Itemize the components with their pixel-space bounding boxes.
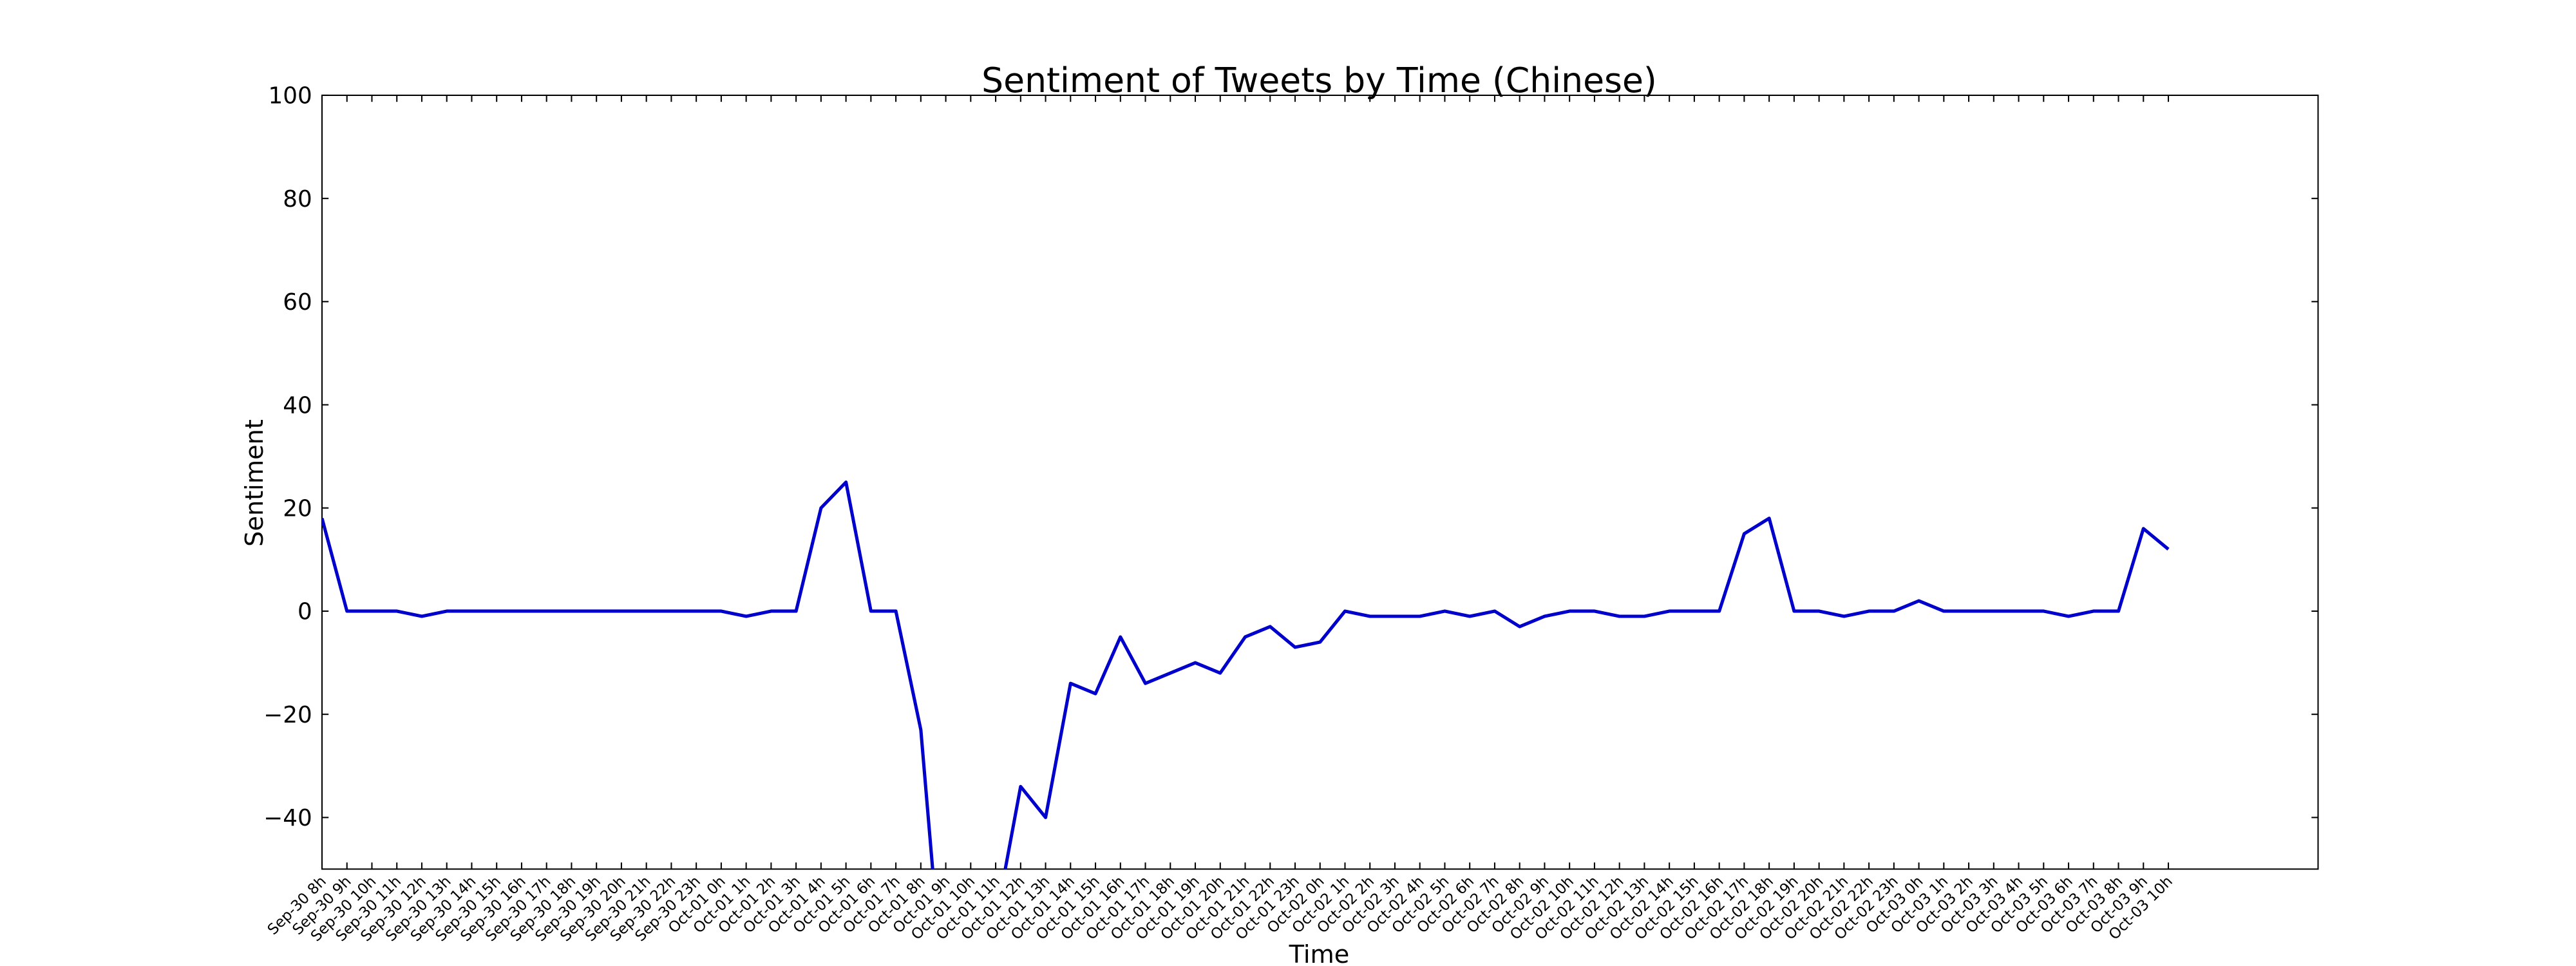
y-axis-label: Sentiment — [240, 419, 269, 547]
y-tick-label: 80 — [283, 186, 312, 213]
y-tick-label: 100 — [269, 83, 312, 109]
chart-title: Sentiment of Tweets by Time (Chinese) — [981, 60, 1657, 100]
x-axis-label: Time — [1289, 940, 1350, 966]
y-tick-label: −20 — [263, 702, 312, 728]
data-line — [322, 480, 2170, 869]
y-tick-label: −40 — [263, 805, 312, 831]
plot-area — [321, 94, 2319, 870]
y-tick-label: 0 — [298, 599, 312, 625]
y-tick-label: 20 — [283, 496, 312, 522]
y-tick-label: 60 — [283, 289, 312, 316]
y-tick-label: 40 — [283, 392, 312, 419]
